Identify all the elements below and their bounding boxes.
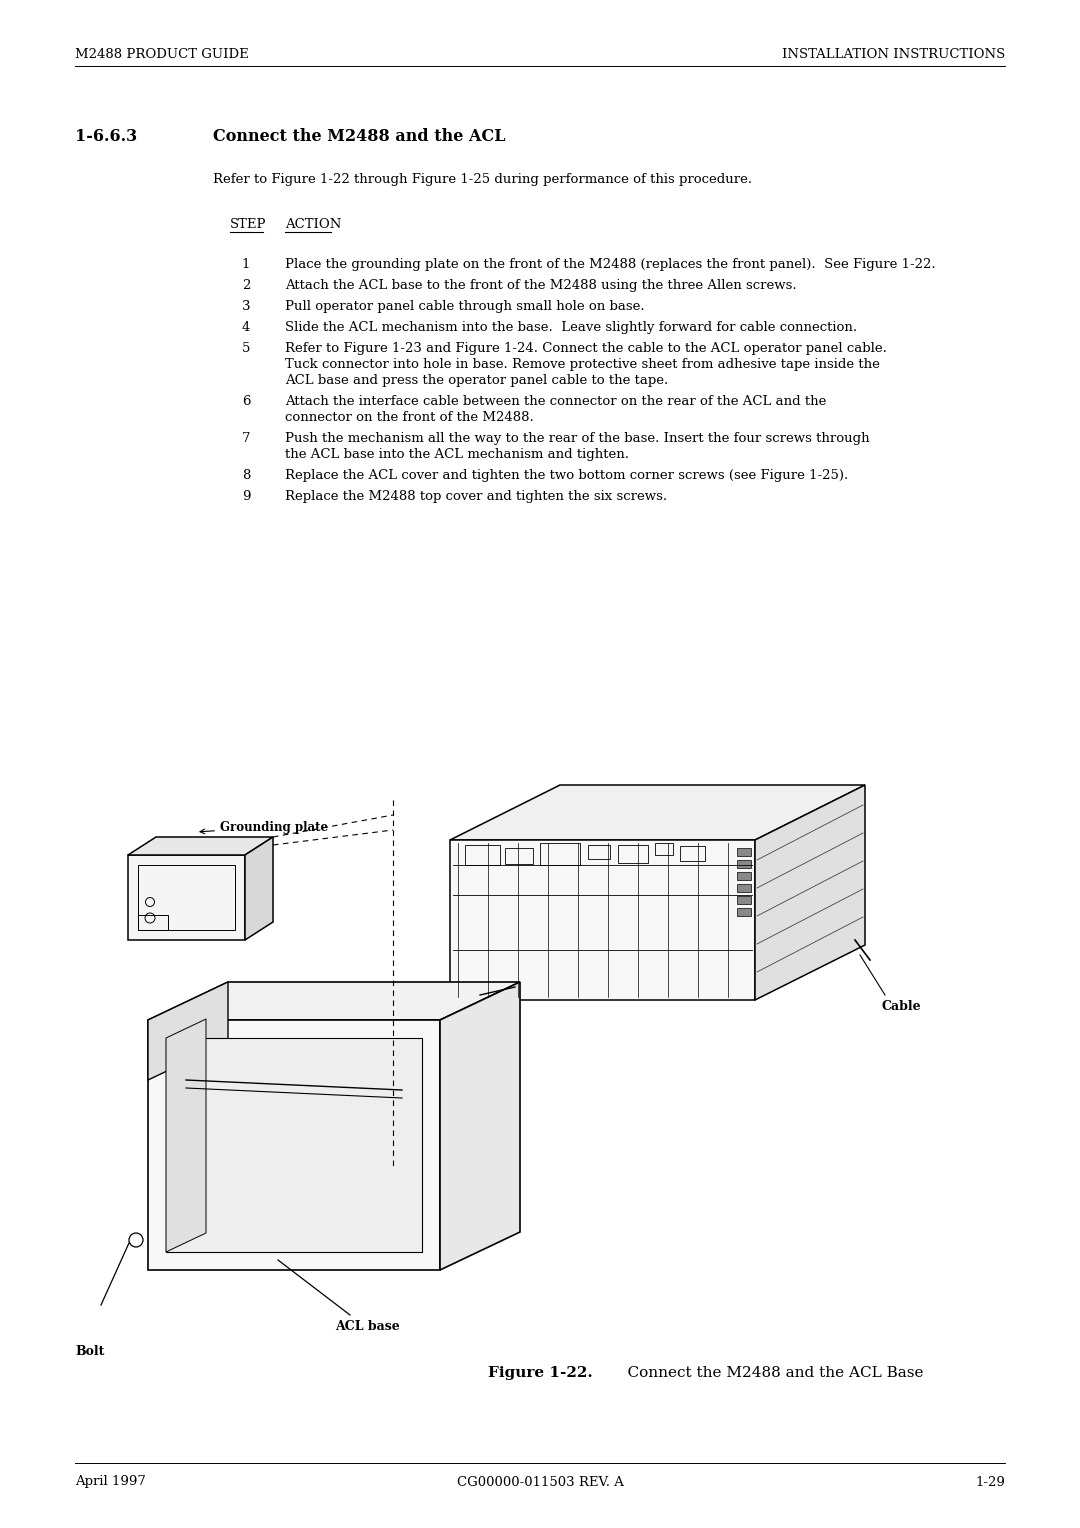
Polygon shape (166, 1038, 422, 1251)
Polygon shape (129, 837, 273, 856)
Text: 4: 4 (242, 321, 251, 335)
Polygon shape (148, 983, 519, 1021)
Bar (588, 845, 610, 859)
Polygon shape (148, 983, 228, 1080)
Text: M2488 PRODUCT GUIDE: M2488 PRODUCT GUIDE (75, 49, 248, 61)
Text: Tuck connector into hole in base. Remove protective sheet from adhesive tape ins: Tuck connector into hole in base. Remove… (285, 358, 880, 371)
Polygon shape (245, 837, 273, 940)
Polygon shape (148, 1021, 440, 1270)
Text: ACL base: ACL base (335, 1320, 400, 1332)
Bar (540, 843, 580, 865)
Text: STEP: STEP (230, 219, 267, 231)
Text: Replace the ACL cover and tighten the two bottom corner screws (see Figure 1-25): Replace the ACL cover and tighten the tw… (285, 469, 848, 481)
Polygon shape (450, 785, 865, 840)
Text: Replace the M2488 top cover and tighten the six screws.: Replace the M2488 top cover and tighten … (285, 490, 667, 503)
Polygon shape (737, 848, 751, 856)
Text: 7: 7 (242, 432, 251, 445)
Text: ACL base and press the operator panel cable to the tape.: ACL base and press the operator panel ca… (285, 374, 669, 387)
Text: Attach the ACL base to the front of the M2488 using the three Allen screws.: Attach the ACL base to the front of the … (285, 280, 797, 292)
Bar (465, 845, 500, 865)
Polygon shape (129, 856, 245, 940)
Text: Bolt: Bolt (75, 1345, 105, 1358)
Polygon shape (737, 908, 751, 915)
Text: 6: 6 (242, 396, 251, 408)
Text: INSTALLATION INSTRUCTIONS: INSTALLATION INSTRUCTIONS (782, 49, 1005, 61)
Polygon shape (450, 840, 755, 999)
Text: connector on the front of the M2488.: connector on the front of the M2488. (285, 411, 534, 423)
Text: 2: 2 (242, 280, 251, 292)
Bar (618, 845, 648, 863)
Text: April 1997: April 1997 (75, 1476, 146, 1488)
Text: Slide the ACL mechanism into the base.  Leave slightly forward for cable connect: Slide the ACL mechanism into the base. L… (285, 321, 858, 335)
Text: the ACL base into the ACL mechanism and tighten.: the ACL base into the ACL mechanism and … (285, 448, 629, 461)
Text: Pull operator panel cable through small hole on base.: Pull operator panel cable through small … (285, 299, 645, 313)
Text: Place the grounding plate on the front of the M2488 (replaces the front panel). : Place the grounding plate on the front o… (285, 258, 935, 270)
Text: 1-6.6.3: 1-6.6.3 (75, 128, 137, 145)
Text: ACTION: ACTION (285, 219, 341, 231)
Text: 1: 1 (242, 258, 251, 270)
Text: CG00000-011503 REV. A: CG00000-011503 REV. A (457, 1476, 623, 1488)
Text: Figure 1-22.: Figure 1-22. (488, 1366, 592, 1380)
Text: Refer to Figure 1-23 and Figure 1-24. Connect the cable to the ACL operator pane: Refer to Figure 1-23 and Figure 1-24. Co… (285, 342, 887, 354)
Polygon shape (755, 785, 865, 999)
Text: 9: 9 (242, 490, 251, 503)
Text: 5: 5 (242, 342, 251, 354)
Text: Grounding plate: Grounding plate (200, 821, 328, 834)
Text: Refer to Figure 1-22 through Figure 1-25 during performance of this procedure.: Refer to Figure 1-22 through Figure 1-25… (213, 173, 752, 186)
Text: 1-29: 1-29 (975, 1476, 1005, 1488)
Text: Connect the M2488 and the ACL: Connect the M2488 and the ACL (213, 128, 505, 145)
Text: Attach the interface cable between the connector on the rear of the ACL and the: Attach the interface cable between the c… (285, 396, 826, 408)
Polygon shape (737, 860, 751, 868)
Text: 8: 8 (242, 469, 251, 481)
Polygon shape (737, 872, 751, 880)
Polygon shape (440, 983, 519, 1270)
Bar (505, 848, 534, 863)
Text: Cable: Cable (882, 999, 921, 1013)
Text: Connect the M2488 and the ACL Base: Connect the M2488 and the ACL Base (608, 1366, 923, 1380)
Polygon shape (737, 885, 751, 892)
Bar (680, 847, 705, 860)
Polygon shape (737, 895, 751, 905)
Bar (654, 843, 673, 856)
Polygon shape (166, 1019, 206, 1251)
Text: Push the mechanism all the way to the rear of the base. Insert the four screws t: Push the mechanism all the way to the re… (285, 432, 869, 445)
Text: 3: 3 (242, 299, 251, 313)
